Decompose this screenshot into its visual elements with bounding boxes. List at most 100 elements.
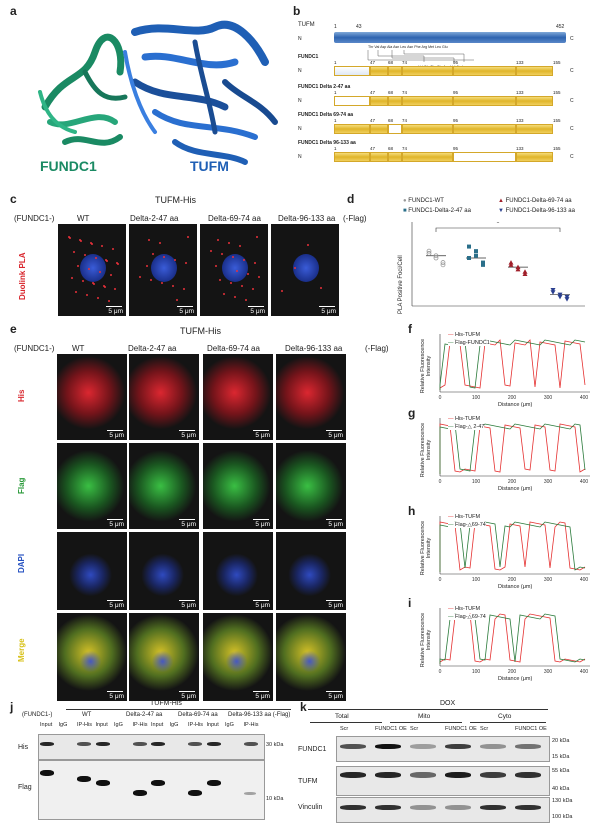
- significance-bracket: [435, 227, 561, 232]
- j-his-ip-band-9: [188, 742, 202, 746]
- profile-legend-2-g: — Flag-△ 2-47: [448, 424, 485, 430]
- profile-ylabel-g: Relative Fluorescence Intensity: [420, 422, 432, 478]
- fundc1-row-2-c: C: [570, 98, 574, 104]
- panel-e-col-4: Delta-96-133 aa: [285, 344, 343, 353]
- pla-dot-2-12: [159, 242, 161, 244]
- pla-dot-3-6: [221, 253, 223, 255]
- pla-dot-4-2: [307, 244, 309, 246]
- k-lane-label-3: Scr: [410, 726, 419, 732]
- if-scale-label-r1-c4: 5 μm: [328, 432, 343, 439]
- blot-k-fraction-1: Total: [335, 713, 349, 720]
- panel-c-row-label: Duolink PLA: [18, 252, 27, 300]
- profile-h-xtick-1: 0: [439, 577, 442, 583]
- if-scale-label-r2-c3: 5 μm: [255, 521, 270, 528]
- if-image-r1-c1: 5 μm: [57, 354, 127, 440]
- pla-dot-1-26: [93, 283, 95, 285]
- blot-j-group-1: WT: [82, 712, 92, 718]
- j-flag-band-10: [206, 780, 221, 786]
- if-scale-label-r4-c2: 5 μm: [181, 693, 196, 700]
- if-signal-r2-c2: [129, 443, 199, 529]
- pla-dot-3-1: [236, 270, 238, 272]
- fundc1-row-3-tick-3: 68: [388, 118, 394, 123]
- if-scale-bar-r4-c3: [253, 690, 269, 692]
- pla-dot-1-15: [86, 294, 88, 296]
- profile-legend-1-h: — His-TUFM: [448, 514, 481, 520]
- fundc1-row-3-tick-4: 74: [402, 118, 408, 123]
- panel-label-d: d: [347, 192, 355, 206]
- scatter-point-2-4: [467, 256, 471, 260]
- if-signal-r4-c2: [129, 613, 199, 701]
- fundc1-row-3-domain-5: [453, 124, 516, 134]
- blot-k-row-vinculin: Vinculin: [298, 804, 323, 811]
- j-his-band-4: [95, 742, 110, 746]
- if-scale-label-r3-c2: 5 μm: [181, 602, 196, 609]
- pla-dot-3-9: [232, 256, 234, 258]
- pla-nucleus-4: [293, 254, 319, 282]
- scatter-point-3-1: [508, 260, 514, 265]
- fundc1-row-4-tick-6: 133: [516, 146, 524, 151]
- panel-c-title: TUFM-His: [155, 195, 196, 205]
- scale-label-2: 5 μm: [179, 308, 194, 315]
- j-flag-band-4: [95, 780, 110, 786]
- fundc1-row-2-tick-3: 68: [388, 90, 394, 95]
- pla-dot-3-4: [247, 273, 249, 275]
- pla-dot-2-13: [146, 265, 148, 267]
- blot-j-his-membrane: [38, 734, 265, 760]
- profile-ylabel-f: Relative Fluorescence Intensity: [420, 338, 432, 394]
- if-signal-r3-c3: [203, 532, 273, 610]
- legend-swatch-red: —: [448, 332, 454, 338]
- j-his-band-7: [151, 742, 165, 746]
- legend-swatch-green: —: [448, 522, 454, 528]
- tufm-mid: 43: [356, 24, 362, 30]
- k-tufm-band-5: [480, 772, 506, 778]
- if-scale-bar-r2-c2: [179, 518, 195, 520]
- fundc1-row-3-tick-5: 95: [453, 118, 459, 123]
- fundc1-row-3-tick-1: 1: [334, 118, 337, 123]
- pla-dot-2-14: [183, 288, 185, 290]
- j-lane-label-9: IP-His: [188, 722, 203, 728]
- pla-dot-1-24: [69, 237, 71, 239]
- k-lane-label-2: FUNDC1 OE: [375, 726, 407, 732]
- pla-dot-3-16: [241, 285, 243, 287]
- fundc1-row-2-tick-7: 155: [553, 90, 561, 95]
- blot-k-vinculin-membrane: [336, 797, 550, 823]
- if-scale-label-r4-c4: 5 μm: [328, 693, 343, 700]
- protein-structure-image: [25, 12, 290, 182]
- scatter-ylabel: PLA Positive Foci/Cell: [398, 255, 404, 314]
- profile-plot-g: Relative Fluorescence Intensity Distance …: [418, 414, 598, 500]
- panel-label-a: a: [10, 4, 17, 18]
- fundc1-row-1-domain-3: [388, 66, 402, 76]
- j-lane-label-2: IgG: [58, 722, 68, 728]
- if-scale-bar-r4-c2: [179, 690, 195, 692]
- if-image-r2-c1: 5 μm: [57, 443, 127, 529]
- if-signal-r1-c3: [203, 354, 273, 440]
- k-fundc1-band-6: [515, 744, 541, 749]
- fundc1-row-1-domain-2: [370, 66, 388, 76]
- if-scale-label-r3-c3: 5 μm: [255, 602, 270, 609]
- pla-dot-1-13: [112, 248, 114, 250]
- scatter-point-1-2: [433, 255, 439, 261]
- if-signal-r1-c2: [129, 354, 199, 440]
- fundc1-row-2-domain-5: [453, 96, 516, 106]
- fundc1-row-4-tick-4: 74: [402, 146, 408, 151]
- pla-image-2: 5 μm: [129, 224, 197, 316]
- pla-dot-1-18: [97, 297, 99, 299]
- profile-trace-red-f: [439, 339, 586, 390]
- j-flag-band-7: [151, 780, 165, 786]
- fundc1-row-2-domain-4: [402, 96, 453, 106]
- profile-legend-1-g: — His-TUFM: [448, 416, 481, 422]
- pla-dot-2-5: [150, 279, 152, 281]
- if-scale-label-r2-c2: 5 μm: [181, 521, 196, 528]
- profile-xlabel-h: Distance (μm): [498, 584, 533, 590]
- j-lane-label-10: Input: [206, 722, 219, 728]
- if-signal-r2-c4: [276, 443, 346, 529]
- fundc1-row-4-tick-2: 47: [370, 146, 376, 151]
- fundc1-row-2-tick-2: 47: [370, 90, 376, 95]
- blot-k-marker-130: 130 kDa: [552, 798, 573, 804]
- pla-dot-3-18: [215, 265, 217, 267]
- if-signal-r4-c1: [57, 613, 127, 701]
- fundc1-row-3-tick-7: 155: [553, 118, 561, 123]
- panel-label-e: e: [10, 322, 17, 336]
- panel-c-col-2: Delta-2-47 aa: [130, 214, 179, 223]
- blot-j-row-his: His: [18, 744, 29, 751]
